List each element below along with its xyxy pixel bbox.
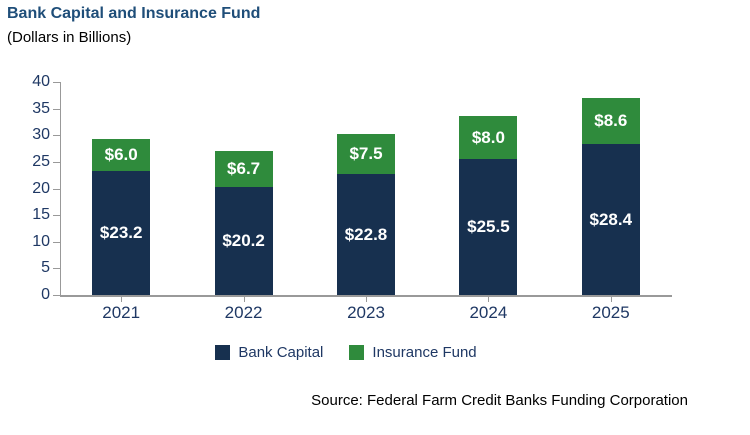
bar-value-label-insurance-fund-2021: $6.0 bbox=[104, 145, 138, 164]
bar-value-label-insurance-fund-2022: $6.7 bbox=[227, 159, 261, 178]
bar-segment-insurance-fund-2025 bbox=[581, 98, 640, 144]
bar-segment-bank-capital-2023 bbox=[337, 174, 395, 295]
y-axis-tick bbox=[53, 241, 60, 243]
x-axis-tick bbox=[243, 297, 245, 302]
y-axis-label: 30 bbox=[32, 126, 50, 144]
x-axis-label-2024: 2024 bbox=[469, 303, 508, 322]
bar-value-label-insurance-fund-2023: $7.5 bbox=[349, 144, 383, 163]
y-axis-tick bbox=[53, 215, 60, 217]
bar-value-label-bank-capital-2021: $23.2 bbox=[99, 223, 143, 242]
bar-value-label-bank-capital-2025: $28.4 bbox=[589, 209, 633, 229]
y-axis-tick bbox=[53, 188, 60, 190]
y-axis-tick bbox=[53, 295, 60, 296]
y-axis-label: 15 bbox=[32, 206, 50, 224]
y-axis-label: 10 bbox=[32, 232, 50, 250]
y-axis-tick bbox=[53, 161, 60, 163]
legend-item-bank-capital: Bank Capital bbox=[215, 344, 323, 361]
bar-segment-insurance-fund-2023 bbox=[337, 134, 395, 174]
bar-segment-insurance-fund-2024 bbox=[459, 116, 518, 159]
x-axis-line bbox=[60, 295, 672, 297]
source-attribution: Source: Federal Farm Credit Banks Fundin… bbox=[311, 392, 688, 409]
y-axis-label: 25 bbox=[32, 152, 50, 170]
bar-segment-bank-capital-2025 bbox=[581, 144, 640, 295]
bar-segment-insurance-fund-2021 bbox=[92, 139, 151, 171]
x-axis-label-2022: 2022 bbox=[224, 303, 263, 322]
bar-segment-bank-capital-2022 bbox=[214, 187, 273, 295]
y-axis-tick bbox=[53, 108, 60, 110]
bar-value-label-bank-capital-2023: $22.8 bbox=[344, 224, 388, 244]
bar-value-label-bank-capital-2024: $25.5 bbox=[467, 217, 510, 236]
bar-value-label-bank-capital-2022: $20.2 bbox=[222, 231, 265, 250]
x-axis-label-2023: 2023 bbox=[347, 303, 385, 322]
chart-subtitle: (Dollars in Billions) bbox=[7, 29, 132, 46]
x-axis-tick bbox=[366, 297, 367, 302]
y-axis-label: 40 bbox=[32, 73, 50, 90]
y-axis-tick bbox=[53, 135, 60, 137]
y-axis-label: 35 bbox=[32, 99, 50, 117]
legend-label-insurance-fund: Insurance Fund bbox=[372, 344, 477, 361]
y-axis-label: 20 bbox=[32, 179, 50, 197]
chart-legend: Bank Capital Insurance Fund bbox=[0, 344, 692, 361]
x-axis-tick bbox=[610, 297, 612, 302]
x-axis-label-2021: 2021 bbox=[102, 303, 141, 322]
legend-label-bank-capital: Bank Capital bbox=[238, 344, 324, 361]
y-axis-line bbox=[60, 82, 61, 296]
legend-item-insurance-fund: Insurance Fund bbox=[349, 344, 477, 361]
x-axis-label-2025: 2025 bbox=[591, 303, 630, 322]
bar-value-label-insurance-fund-2024: $8.0 bbox=[471, 127, 505, 147]
bar-segment-bank-capital-2021 bbox=[92, 171, 151, 295]
y-axis-label: 5 bbox=[41, 259, 50, 277]
legend-swatch-bank-capital bbox=[215, 345, 231, 360]
bar-value-label-insurance-fund-2025: $8.6 bbox=[594, 111, 628, 130]
bar-segment-bank-capital-2024 bbox=[459, 159, 518, 295]
y-axis-label: 0 bbox=[41, 286, 50, 303]
legend-swatch-insurance-fund bbox=[349, 345, 365, 360]
y-axis-tick bbox=[53, 82, 60, 83]
x-axis-tick bbox=[121, 297, 123, 302]
chart-title: Bank Capital and Insurance Fund bbox=[7, 5, 261, 22]
y-axis-tick bbox=[53, 268, 60, 270]
x-axis-tick bbox=[488, 297, 490, 302]
bar-segment-insurance-fund-2022 bbox=[214, 151, 273, 187]
